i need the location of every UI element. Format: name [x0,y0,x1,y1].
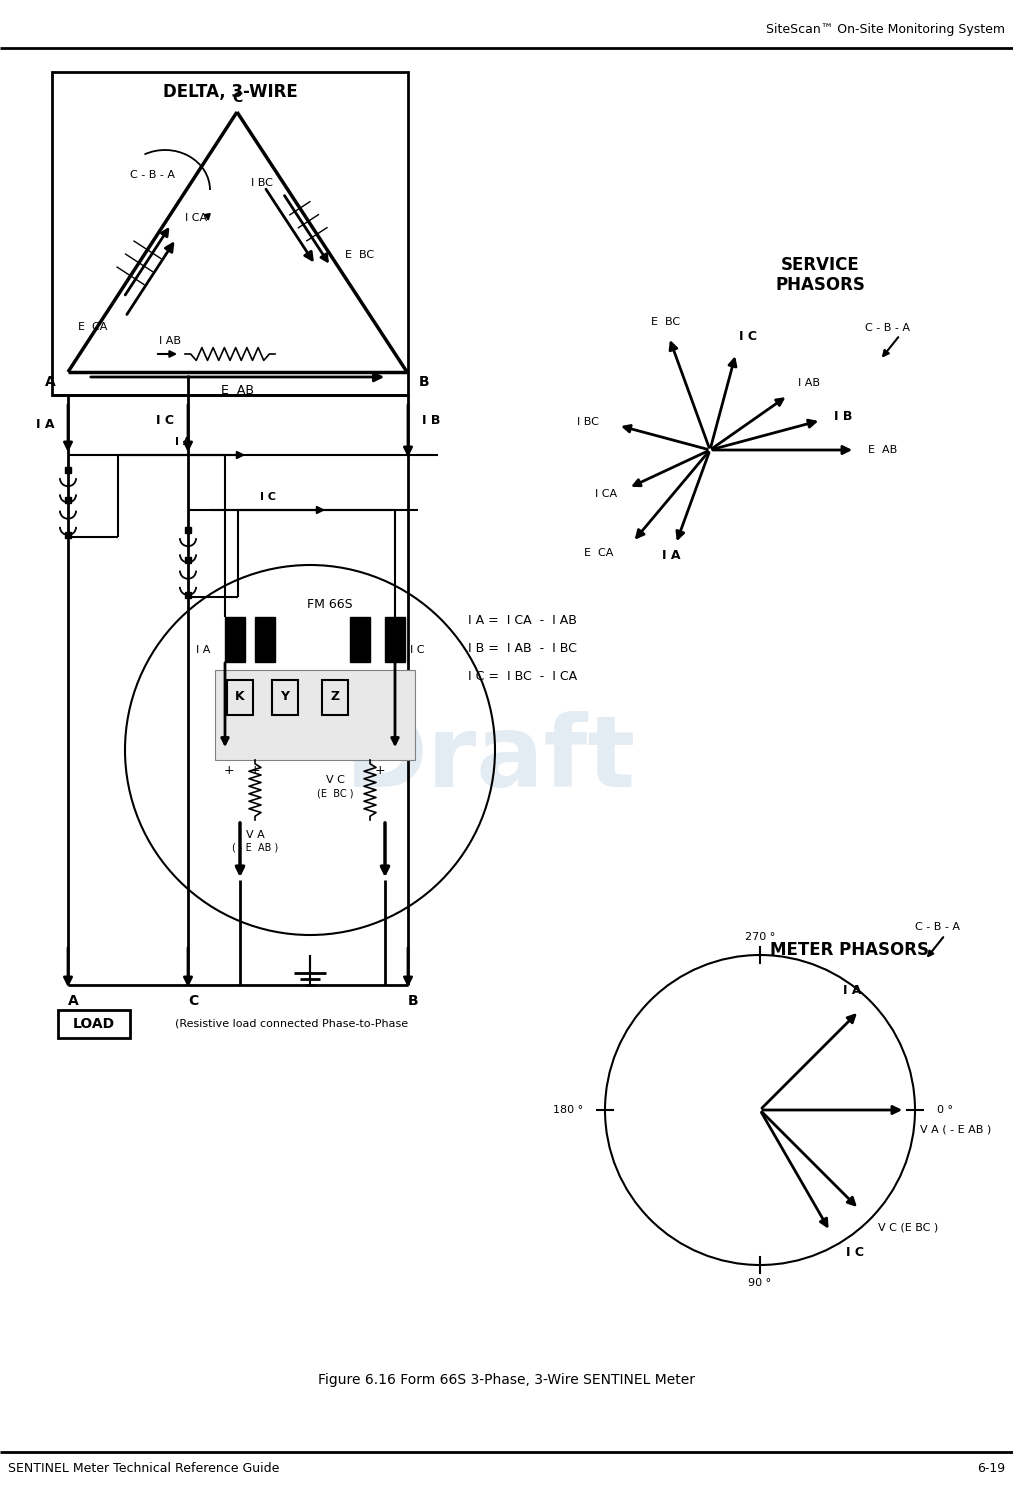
Text: Figure 6.16 Form 66S 3-Phase, 3-Wire SENTINEL Meter: Figure 6.16 Form 66S 3-Phase, 3-Wire SEN… [317,1372,695,1387]
Text: I B: I B [422,414,441,426]
Text: 6-19: 6-19 [977,1462,1005,1475]
Text: C: C [187,994,199,1009]
Text: (E  BC ): (E BC ) [317,788,354,799]
Text: V A ( - E AB ): V A ( - E AB ) [920,1125,992,1135]
Text: C - B - A: C - B - A [130,170,174,180]
Text: I A =  I CA  -  I AB: I A = I CA - I AB [468,614,576,626]
Text: I CA: I CA [185,213,208,224]
Text: E  CA: E CA [78,322,107,332]
Text: V C: V C [325,775,344,785]
Text: 0 °: 0 ° [937,1106,953,1115]
Text: 90 °: 90 ° [749,1278,772,1287]
Text: I B: I B [834,410,852,423]
Text: I A: I A [843,983,862,997]
Text: B: B [419,375,430,389]
Text: C: C [232,91,242,104]
Text: I C: I C [260,492,276,502]
Bar [52,72,408,395]
Bar [272,679,298,715]
Text: A: A [68,994,78,1009]
Text: I A: I A [196,645,210,656]
Text: I BC: I BC [251,179,272,188]
Text: (Resistive load connected Phase-to-Phase: (Resistive load connected Phase-to-Phase [175,1019,408,1030]
Text: I A: I A [663,548,681,562]
Text: V A: V A [245,830,264,840]
Bar [58,1010,130,1039]
Text: 180 °: 180 ° [553,1106,583,1115]
Text: I BC: I BC [576,417,599,426]
Text: E  BC: E BC [345,250,375,259]
Text: LOAD: LOAD [73,1018,115,1031]
Text: +: + [224,763,234,776]
Text: I C: I C [156,414,174,426]
Text: E  CA: E CA [583,548,613,559]
Text: ( - E  AB ): ( - E AB ) [232,843,279,852]
Text: I AB: I AB [798,378,821,387]
Text: I AB: I AB [159,337,181,346]
Text: I B =  I AB  -  I BC: I B = I AB - I BC [468,642,576,654]
Text: B: B [407,994,418,1009]
Text: I CA: I CA [595,489,617,499]
Text: I A: I A [35,419,54,432]
Bar [227,679,253,715]
Text: C - B - A: C - B - A [915,922,960,933]
Bar [255,617,275,662]
Bar [225,617,245,662]
Text: Draft: Draft [344,712,635,809]
Text: I C: I C [739,331,757,343]
Text: DELTA, 3-WIRE: DELTA, 3-WIRE [163,83,298,101]
Text: V C (E BC ): V C (E BC ) [877,1223,938,1232]
Text: SENTINEL Meter Technical Reference Guide: SENTINEL Meter Technical Reference Guide [8,1462,280,1475]
Bar [322,679,348,715]
Text: I C: I C [846,1246,863,1259]
Text: +: + [249,763,260,776]
Text: I C =  I BC  -  I CA: I C = I BC - I CA [468,669,577,682]
Text: I C: I C [410,645,424,656]
Text: 270 °: 270 ° [745,933,775,942]
Text: FM 66S: FM 66S [307,599,353,611]
Bar [385,617,405,662]
Text: E  AB: E AB [221,383,254,396]
Text: E  BC: E BC [651,317,680,326]
Text: +: + [375,763,385,776]
Text: A: A [46,375,56,389]
Text: C - B - A: C - B - A [865,323,910,332]
Text: E  AB: E AB [868,446,898,454]
Text: SERVICE
PHASORS: SERVICE PHASORS [775,256,865,295]
Text: Y: Y [281,690,290,703]
Text: SiteScan™ On-Site Monitoring System: SiteScan™ On-Site Monitoring System [766,24,1005,36]
Text: Z: Z [330,690,339,703]
Text: K: K [235,690,245,703]
Bar [215,670,415,760]
Text: I A: I A [175,437,191,447]
Text: METER PHASORS: METER PHASORS [771,942,930,960]
Bar [350,617,370,662]
